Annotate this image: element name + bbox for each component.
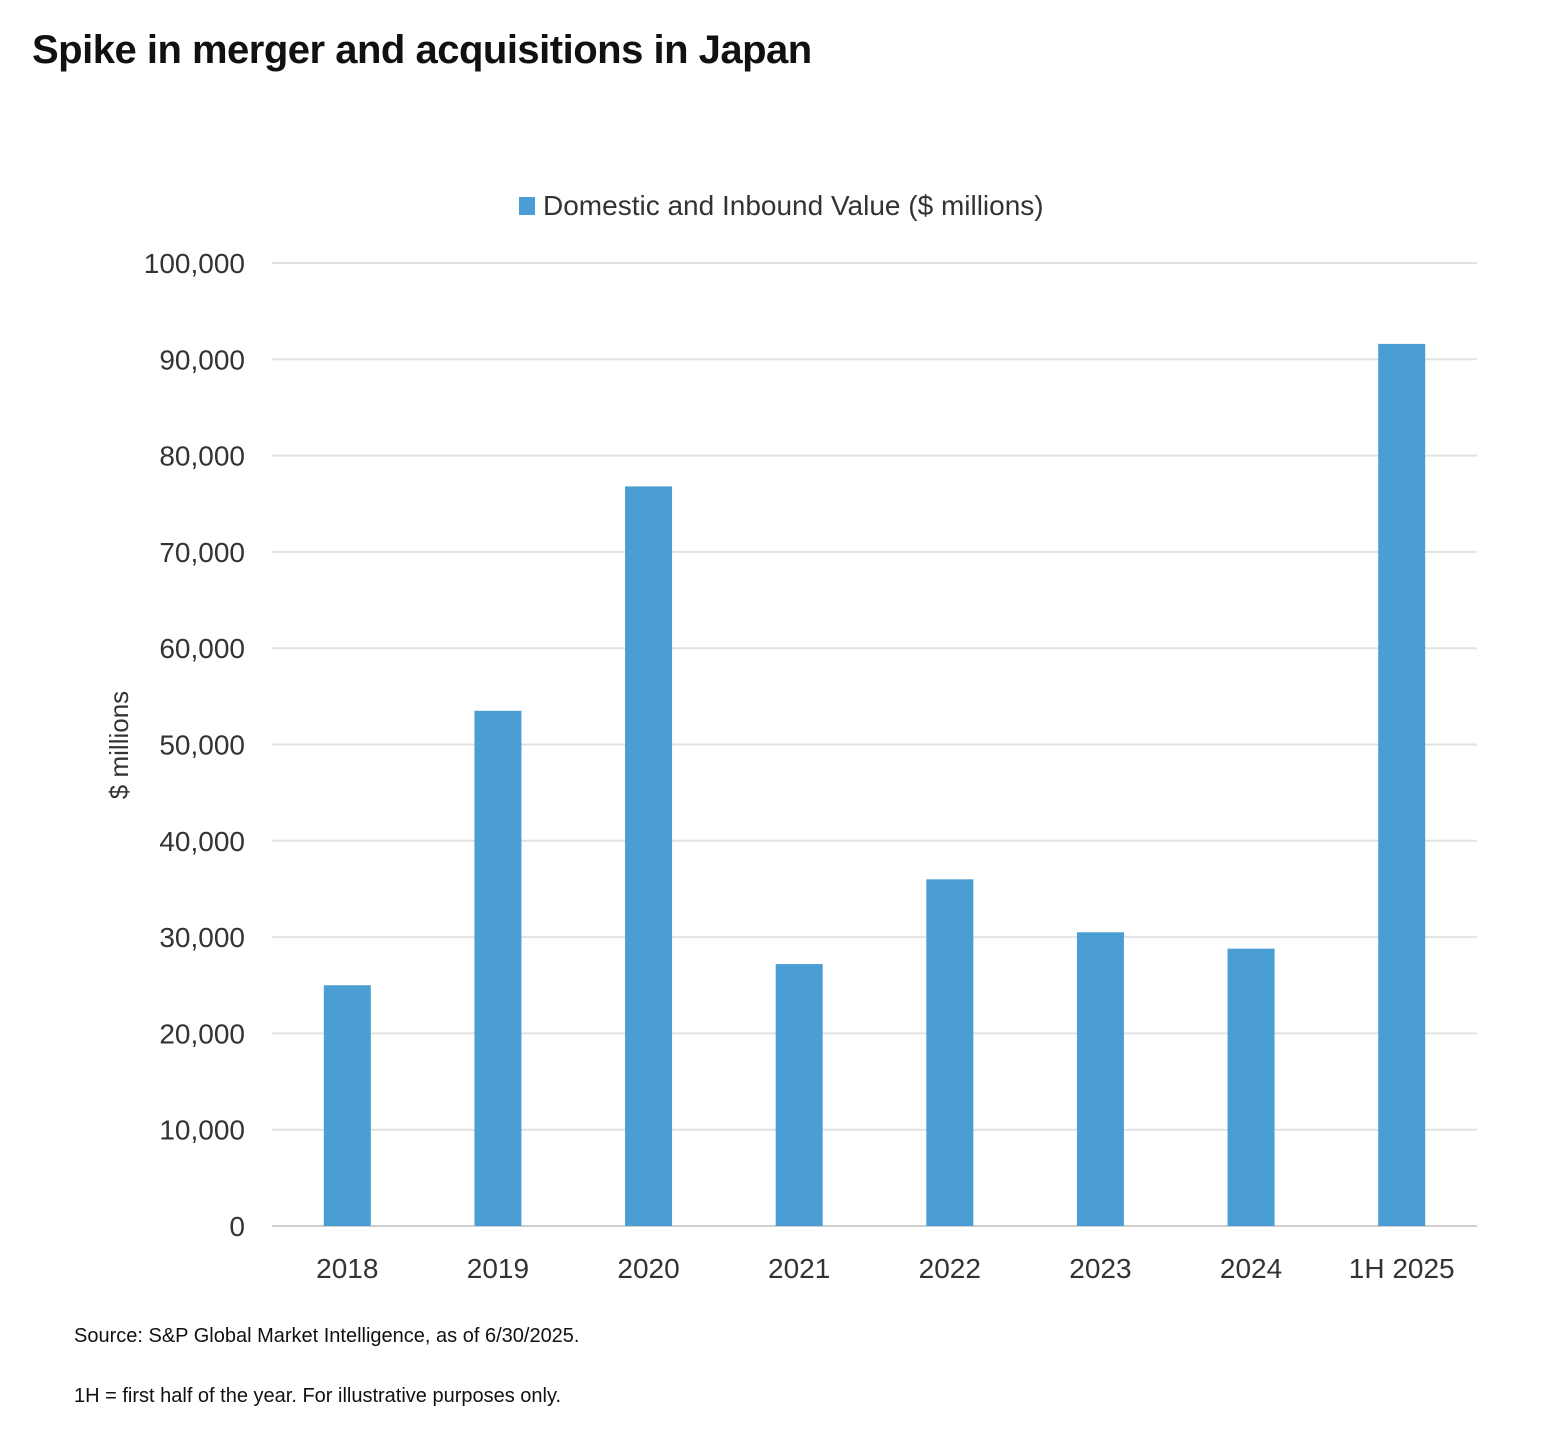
y-axis-label: $ millions [104, 691, 134, 799]
x-tick-label: 2023 [1069, 1253, 1131, 1284]
source-note: Source: S&P Global Market Intelligence, … [74, 1325, 580, 1347]
bar [1378, 343, 1426, 1227]
y-tick-label: 70,000 [159, 537, 245, 568]
chart-title: Spike in merger and acquisitions in Japa… [32, 28, 812, 72]
footnote: 1H = first half of the year. For illustr… [74, 1385, 562, 1407]
y-tick-label: 40,000 [159, 826, 245, 857]
gridlines [272, 262, 1477, 1227]
y-tick-label: 0 [229, 1211, 245, 1242]
y-tick-label: 80,000 [159, 441, 245, 472]
legend-swatch [519, 197, 535, 215]
bar [474, 710, 522, 1226]
bar [625, 486, 673, 1226]
x-tick-label: 2020 [617, 1253, 679, 1284]
bars [323, 343, 1426, 1227]
x-axis-ticks: 2018 2019 2020 2021 2022 2023 2024 1H 2025 [316, 1253, 1454, 1284]
bar-chart: 0 10,000 20,000 30,000 40,000 50,000 60,000 70,… [104, 190, 1477, 1284]
x-tick-label: 2018 [316, 1253, 378, 1284]
y-tick-label: 10,000 [159, 1115, 245, 1146]
x-tick-label: 1H 2025 [1349, 1253, 1455, 1284]
legend-label: Domestic and Inbound Value ($ millions) [543, 190, 1044, 221]
y-tick-label: 30,000 [159, 922, 245, 953]
y-axis-ticks: 0 10,000 20,000 30,000 40,000 50,000 60,000 70,… [144, 248, 245, 1242]
y-tick-label: 90,000 [159, 344, 245, 375]
y-tick-label: 100,000 [144, 248, 245, 279]
bar [775, 964, 823, 1226]
y-tick-label: 60,000 [159, 633, 245, 664]
x-tick-label: 2024 [1220, 1253, 1282, 1284]
bar [323, 985, 371, 1226]
bar [1227, 948, 1275, 1226]
legend: Domestic and Inbound Value ($ millions) [519, 190, 1044, 221]
x-tick-label: 2021 [768, 1253, 830, 1284]
bar [1076, 932, 1124, 1226]
y-tick-label: 20,000 [159, 1018, 245, 1049]
bar [926, 879, 974, 1226]
x-tick-label: 2019 [467, 1253, 529, 1284]
x-tick-label: 2022 [919, 1253, 981, 1284]
y-tick-label: 50,000 [159, 730, 245, 761]
